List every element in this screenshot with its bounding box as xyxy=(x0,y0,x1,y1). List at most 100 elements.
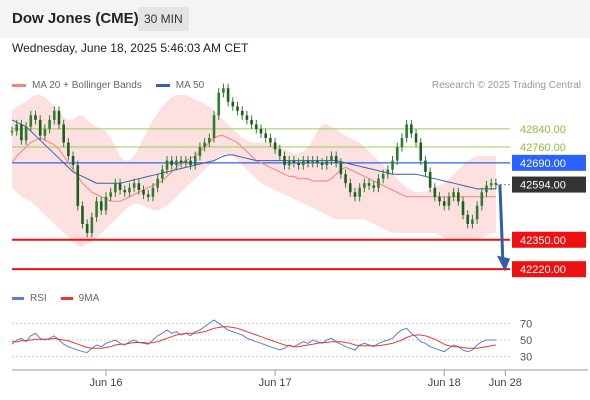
chart-legend: MA 20 + Bollinger Bands MA 50 xyxy=(12,80,218,91)
candle xyxy=(311,160,314,163)
forecast-arrowhead xyxy=(497,255,510,272)
candle xyxy=(391,160,394,170)
candle xyxy=(208,137,211,143)
candle xyxy=(198,147,202,157)
candle xyxy=(99,201,103,211)
candle xyxy=(320,162,324,166)
candle xyxy=(85,223,89,233)
x-tick-label: Jun 28 xyxy=(489,377,522,389)
rsi-line xyxy=(11,319,496,354)
candle xyxy=(410,124,413,134)
ma50-label: MA 50 xyxy=(175,80,205,91)
pivot-label-bg xyxy=(512,154,586,171)
rsi-tick-label: 70 xyxy=(520,318,532,330)
candle xyxy=(128,187,131,193)
candle xyxy=(175,160,178,166)
candle xyxy=(104,196,108,211)
candle xyxy=(255,124,258,129)
ma50-swatch xyxy=(155,84,170,87)
candle xyxy=(494,183,498,185)
interval-button[interactable]: 30 MIN xyxy=(138,7,189,31)
legend-rsi-ma: 9MA xyxy=(60,293,100,304)
candle xyxy=(480,192,484,206)
candle xyxy=(466,214,470,224)
candle xyxy=(424,160,427,172)
candle xyxy=(386,169,390,175)
header-bar: Dow Jones (CME) 30 MIN xyxy=(0,0,590,38)
candle xyxy=(447,196,451,206)
candle xyxy=(67,142,70,157)
current-label: 42594.00 xyxy=(520,180,566,192)
candle xyxy=(405,124,408,138)
timestamp: Wednesday, June 18, 2025 5:46:03 AM CET xyxy=(12,41,249,55)
candle xyxy=(132,183,136,188)
candle xyxy=(71,156,75,166)
candle xyxy=(348,183,352,193)
forecast-arrow xyxy=(498,184,505,265)
candle xyxy=(292,160,296,163)
current-label-bg xyxy=(512,176,586,193)
rsi-label: RSI xyxy=(30,293,47,304)
ma20-label: MA 20 + Bollinger Bands xyxy=(32,80,142,91)
rsi-ma-swatch xyxy=(60,297,73,300)
candle xyxy=(273,142,277,150)
candle xyxy=(193,156,197,166)
support-label: 42350.00 xyxy=(520,235,566,247)
support-label-bg xyxy=(512,231,586,248)
candle xyxy=(395,147,399,161)
candle xyxy=(20,124,23,141)
candle xyxy=(330,156,333,161)
legend-ma20: MA 20 + Bollinger Bands xyxy=(12,80,142,91)
candle xyxy=(240,110,244,116)
candle xyxy=(428,171,432,188)
candle xyxy=(250,119,253,125)
candle xyxy=(156,178,159,188)
candle xyxy=(95,201,98,218)
candle xyxy=(325,160,329,166)
instrument-title: Dow Jones (CME) xyxy=(12,10,139,27)
candle xyxy=(15,124,18,132)
candle xyxy=(142,190,145,195)
candle xyxy=(81,205,84,224)
candle xyxy=(34,115,37,120)
candle xyxy=(358,187,361,197)
candle xyxy=(137,183,141,190)
credit-text: Research © 2025 Trading Central xyxy=(431,80,581,91)
candle xyxy=(212,115,216,138)
candle xyxy=(236,106,239,111)
candle xyxy=(377,178,380,188)
rsi-swatch xyxy=(12,297,24,300)
candle xyxy=(344,174,347,184)
ma20-line xyxy=(11,135,496,202)
rsi-tick-label: 50 xyxy=(520,335,532,347)
x-tick-label: Jun 16 xyxy=(89,377,122,389)
candle xyxy=(57,110,61,125)
candle xyxy=(217,92,221,116)
candle xyxy=(381,174,385,179)
candle xyxy=(489,183,493,186)
candle xyxy=(363,183,366,188)
support-label: 42220.00 xyxy=(520,264,566,276)
candle xyxy=(109,192,112,197)
candle xyxy=(471,219,474,224)
candle xyxy=(222,88,225,93)
legend-ma50: MA 50 xyxy=(155,80,205,91)
resistance-label: 42760.00 xyxy=(520,142,566,154)
rsi-ma-label: 9MA xyxy=(78,293,100,304)
candle xyxy=(245,115,249,120)
candle xyxy=(475,205,479,220)
candle xyxy=(161,169,164,179)
candle xyxy=(123,190,127,193)
candle xyxy=(189,160,192,166)
candle xyxy=(301,160,305,166)
candle xyxy=(269,137,272,143)
bollinger-band xyxy=(12,95,496,247)
candle xyxy=(306,160,310,163)
candle xyxy=(24,126,28,141)
candle xyxy=(10,131,14,133)
candle xyxy=(203,142,206,148)
rsi-ma-line xyxy=(12,326,496,349)
ma20-swatch xyxy=(12,84,26,87)
candle xyxy=(485,185,488,193)
